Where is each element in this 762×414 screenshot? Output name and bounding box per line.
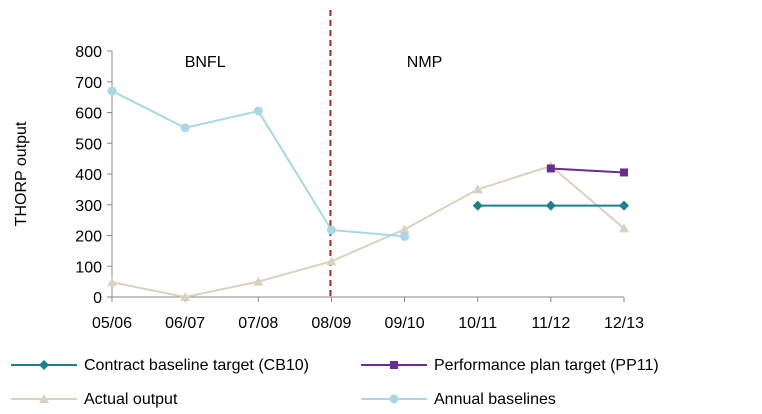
axes: 0 100 200 300 400 500 600 700 800 05/06 06/07 07/08…: [75, 44, 644, 332]
x-tick-label: 07/08: [238, 315, 278, 332]
y-tick-label: 700: [75, 75, 102, 92]
data-point: [472, 184, 483, 194]
legend-label: Contract baseline target (CB10): [84, 357, 309, 374]
y-tick-label: 100: [75, 259, 102, 276]
data-point: [620, 168, 628, 177]
series-performance-plan-target-pp11: [546, 164, 628, 177]
legend-label: Annual baselines: [434, 391, 556, 408]
x-tick-label: 09/10: [385, 315, 425, 332]
series-line: [550, 167, 625, 174]
series-actual-output: [107, 161, 629, 301]
data-point: [107, 86, 117, 96]
series-contract-baseline-target-cb10: [472, 200, 629, 211]
legend-marker: [39, 394, 49, 403]
y-tick-label: 500: [75, 136, 102, 153]
y-axis-label: THORP output: [13, 121, 30, 226]
data-point: [326, 225, 336, 235]
legend: Contract baseline target (CB10) Performan…: [11, 357, 659, 408]
legend-marker: [390, 361, 398, 369]
y-tick-label: 300: [75, 198, 102, 215]
regions: BNFL NMP: [185, 10, 443, 299]
legend-marker: [389, 394, 399, 404]
legend-item: Actual output: [11, 391, 178, 408]
legend-label: Performance plan target (PP11): [434, 357, 659, 374]
data-point: [619, 223, 629, 233]
data-point: [107, 277, 117, 287]
x-tick-label: 11/12: [531, 315, 570, 332]
legend-item: Annual baselines: [361, 391, 556, 408]
data-point: [253, 106, 263, 116]
data-point: [472, 200, 483, 211]
x-tick-label: 08/09: [311, 315, 351, 332]
region-label: NMP: [407, 54, 443, 71]
legend-item: Contract baseline target (CB10): [11, 357, 309, 374]
y-tick-label: 600: [75, 106, 102, 123]
data-point: [326, 256, 337, 266]
x-tick-label: 12/13: [604, 315, 644, 332]
legend-item: Performance plan target (PP11): [361, 357, 659, 374]
y-tick-label: 800: [75, 44, 102, 61]
y-tick-label: 200: [75, 229, 102, 246]
data-point: [619, 200, 629, 211]
legend-label: Actual output: [84, 391, 178, 408]
y-tick-label: 0: [93, 290, 102, 307]
data-point: [180, 292, 191, 301]
data-point: [399, 224, 410, 234]
data-point: [180, 123, 190, 133]
data-point: [253, 276, 264, 286]
region-label: BNFL: [185, 54, 226, 71]
series-line: [111, 164, 625, 299]
x-tick-label: 06/07: [165, 315, 205, 332]
legend-marker: [39, 360, 49, 370]
data-point: [546, 164, 555, 173]
x-tick-label: 10/11: [458, 315, 497, 332]
series-layer: [107, 86, 629, 301]
y-tick-label: 400: [75, 167, 102, 184]
series-annual-baselines: [107, 86, 410, 241]
data-point: [545, 200, 556, 211]
data-point: [400, 231, 410, 241]
x-tick-label: 05/06: [92, 315, 132, 332]
